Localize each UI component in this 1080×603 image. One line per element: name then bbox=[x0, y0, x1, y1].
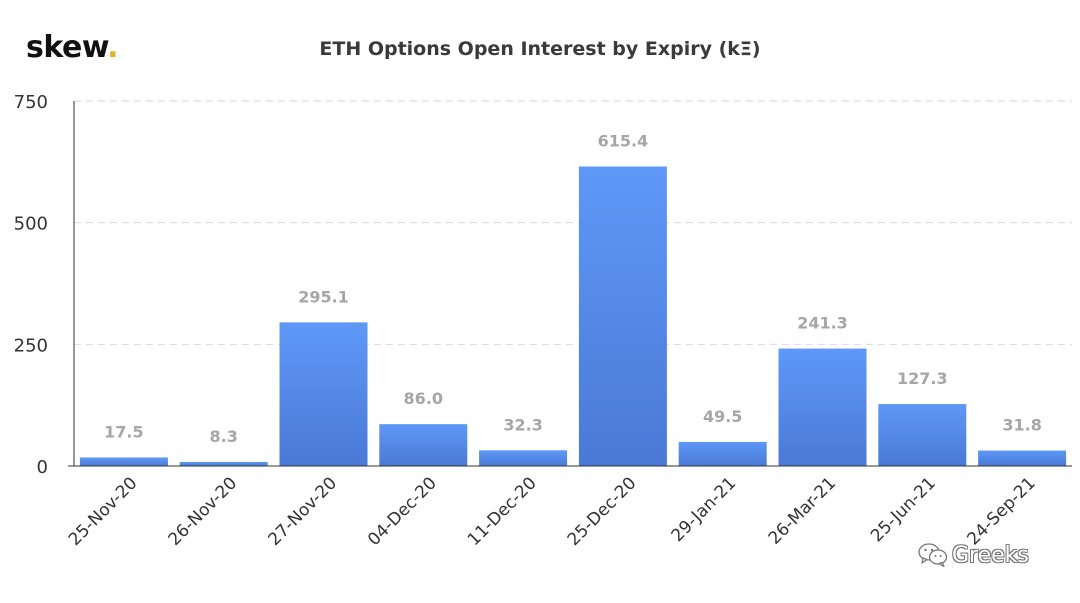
x-tick-label: 25-Nov-20 bbox=[65, 473, 142, 550]
x-tick-label: 26-Mar-21 bbox=[765, 473, 840, 548]
y-tick-label: 750 bbox=[14, 92, 48, 113]
data-label: 86.0 bbox=[404, 389, 443, 408]
bar bbox=[79, 457, 168, 466]
data-label: 32.3 bbox=[503, 415, 542, 434]
data-label: 615.4 bbox=[598, 132, 649, 151]
data-label: 295.1 bbox=[298, 287, 349, 306]
data-label: 241.3 bbox=[797, 314, 848, 333]
x-tick-label: 04-Dec-20 bbox=[364, 473, 441, 550]
bar bbox=[678, 441, 767, 466]
x-tick-label: 25-Jun-21 bbox=[867, 473, 940, 546]
x-tick-label: 24-Sep-21 bbox=[964, 473, 1040, 549]
bar bbox=[279, 322, 368, 466]
x-tick-label: 29-Jan-21 bbox=[668, 473, 741, 546]
data-label: 17.5 bbox=[104, 422, 143, 441]
watermark: Greeks bbox=[918, 542, 1029, 568]
bar bbox=[379, 424, 468, 466]
wechat-icon bbox=[918, 543, 948, 568]
data-label: 127.3 bbox=[897, 369, 948, 388]
axes bbox=[68, 101, 1072, 467]
data-label: 31.8 bbox=[1002, 416, 1041, 435]
bar bbox=[479, 450, 568, 466]
watermark-text: Greeks bbox=[952, 542, 1029, 568]
x-tick-label: 26-Nov-20 bbox=[165, 473, 242, 550]
x-axis-ticks: 25-Nov-20 26-Nov-20 27-Nov-20 04-Dec-20 11-D… bbox=[65, 473, 1040, 550]
data-label: 8.3 bbox=[210, 427, 238, 446]
bar bbox=[578, 166, 667, 466]
y-tick-label: 250 bbox=[14, 335, 48, 356]
bar bbox=[179, 461, 268, 466]
y-tick-label: 500 bbox=[14, 214, 48, 235]
bar bbox=[778, 348, 867, 466]
bars bbox=[79, 166, 1067, 466]
x-tick-label: 27-Nov-20 bbox=[264, 473, 341, 550]
logo-text: skew bbox=[26, 30, 108, 65]
x-tick-label: 25-Dec-20 bbox=[564, 473, 641, 550]
data-label: 49.5 bbox=[703, 407, 742, 426]
logo-dot: . bbox=[107, 30, 119, 65]
gridlines bbox=[74, 100, 1072, 345]
x-tick-label: 11-Dec-20 bbox=[464, 473, 541, 550]
skew-logo: skew. bbox=[26, 30, 119, 65]
chart-title: ETH Options Open Interest by Expiry (kΞ) bbox=[319, 38, 761, 60]
y-axis-ticks: 0 250 500 750 bbox=[14, 92, 48, 478]
value-labels: 17.5 8.3 295.1 86.0 32.3 615.4 49.5 241.3 127.3 3… bbox=[104, 132, 1042, 446]
bar bbox=[878, 404, 967, 466]
bar bbox=[978, 450, 1067, 466]
y-tick-label: 0 bbox=[37, 457, 48, 478]
